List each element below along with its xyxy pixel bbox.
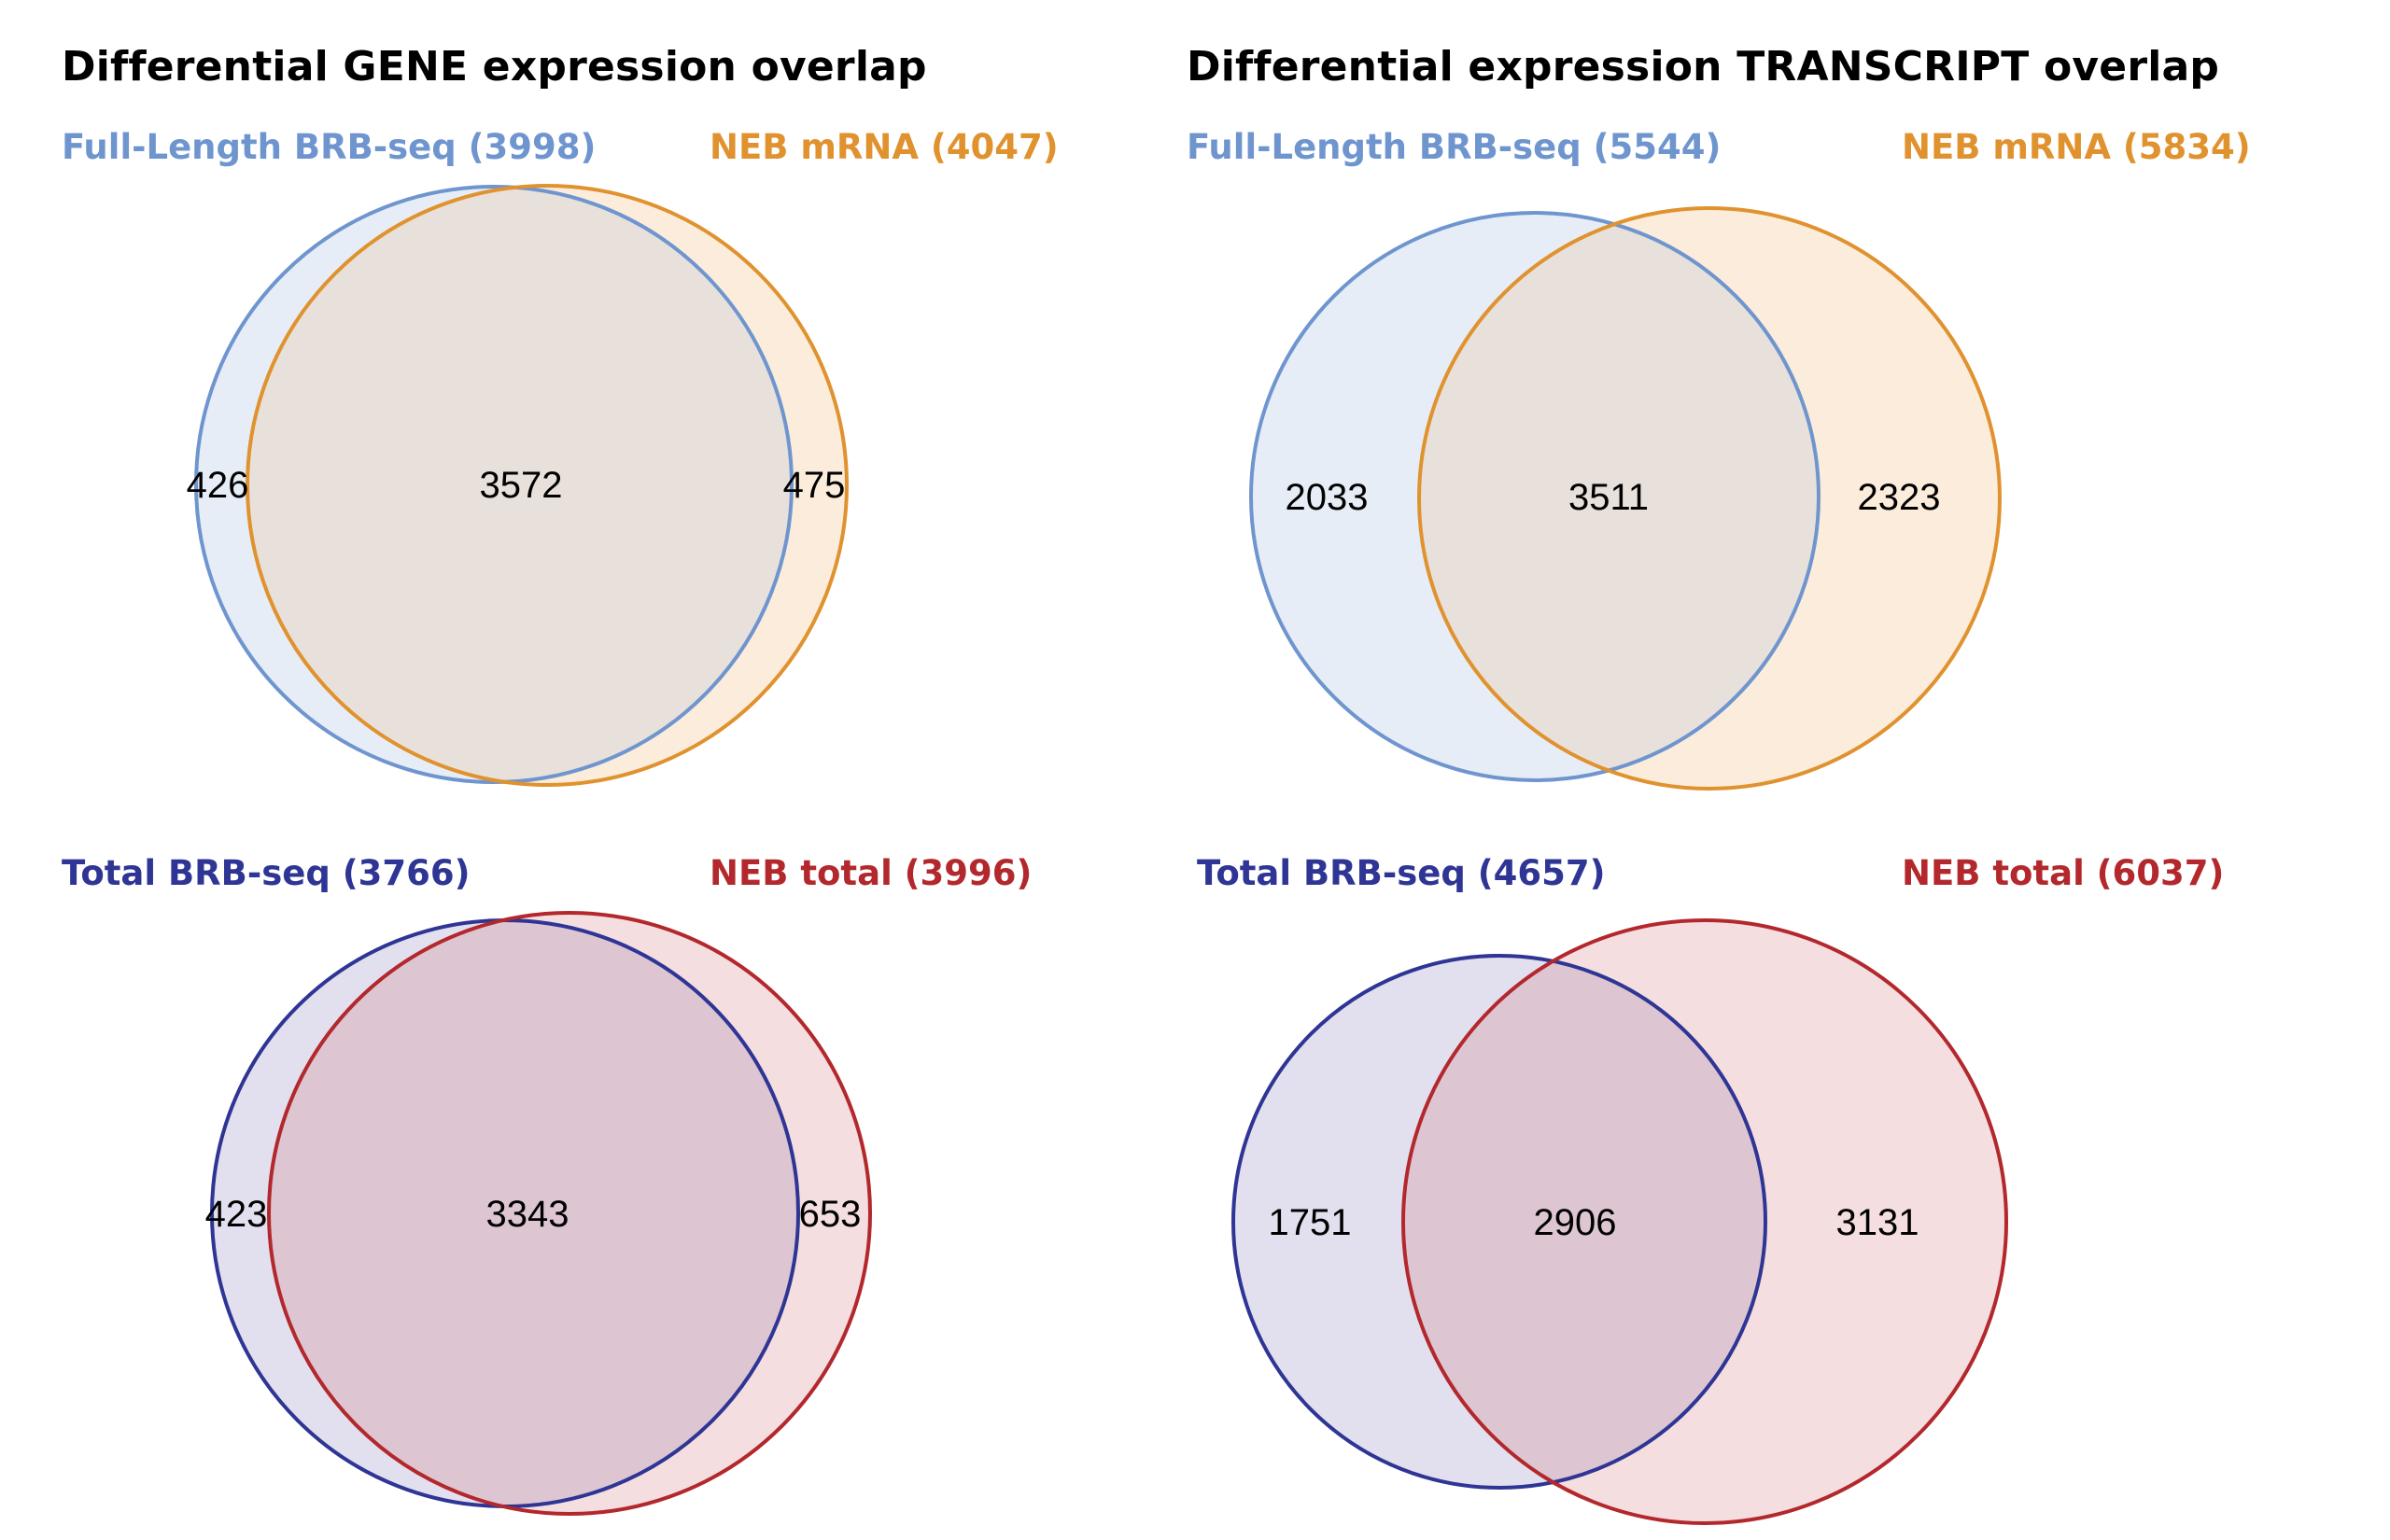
transcript-total-set-a-label: Total BRB-seq (4657)	[1197, 853, 1606, 893]
count-b-only: 475	[783, 465, 846, 506]
venn-gene-mrna: 426 3572 475	[187, 184, 849, 787]
gene-total-set-a-label: Total BRB-seq (3766)	[62, 853, 471, 893]
gene-total-set-b-label: NEB total (3996)	[710, 853, 1033, 893]
count-a-only: 1751	[1269, 1202, 1352, 1243]
count-both: 3343	[486, 1194, 569, 1235]
count-a-only: 2033	[1286, 477, 1369, 518]
set-b-outline	[267, 911, 872, 1516]
count-b-only: 653	[799, 1194, 862, 1235]
set-b-outline	[1401, 918, 2008, 1525]
overlap-region	[247, 187, 792, 782]
gene-overlap-title: Differential GENE expression overlap	[62, 43, 927, 91]
transcript-set-b-label: NEB mRNA (5834)	[1902, 127, 2251, 167]
transcript-total-set-b-label: NEB total (6037)	[1902, 853, 2225, 893]
transcript-overlap-title: Differential expression TRANSCRIPT overl…	[1187, 43, 2220, 91]
count-a-only: 423	[205, 1194, 268, 1235]
gene-set-a-label: Full-Length BRB-seq (3998)	[62, 127, 597, 167]
set-a-outline	[1231, 954, 1767, 1490]
overlap-region	[1403, 956, 1765, 1488]
set-b-outline	[1417, 206, 2002, 791]
set-a-outline	[1249, 211, 1821, 782]
count-b-only: 2323	[1858, 477, 1941, 518]
count-both: 2906	[1534, 1202, 1617, 1243]
set-b-outline	[246, 184, 849, 787]
overlap-region	[1419, 213, 1819, 780]
count-a-only: 426	[187, 465, 249, 506]
gene-set-b-label: NEB mRNA (4047)	[710, 127, 1059, 167]
venn-transcript-total: 1751 2906 3131	[1231, 918, 2008, 1525]
count-both: 3511	[1568, 477, 1649, 518]
count-both: 3572	[480, 465, 563, 506]
count-b-only: 3131	[1836, 1202, 1919, 1243]
venn-transcript-mrna: 2033 3511 2323	[1249, 206, 2002, 791]
transcript-set-a-label: Full-Length BRB-seq (5544)	[1187, 127, 1722, 167]
overlap-region	[269, 920, 798, 1506]
set-a-outline	[194, 185, 794, 784]
venn-gene-total: 423 3343 653	[205, 911, 872, 1516]
